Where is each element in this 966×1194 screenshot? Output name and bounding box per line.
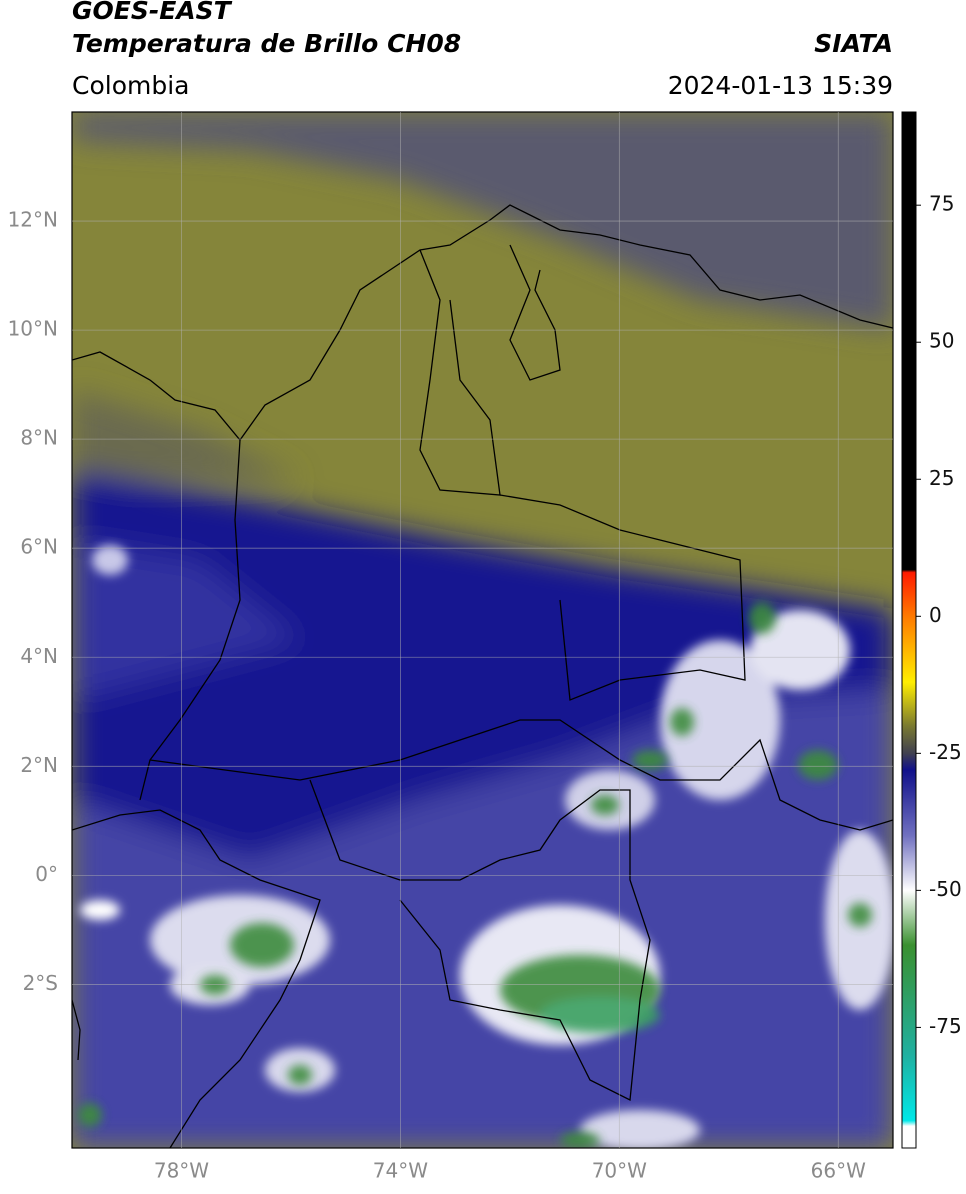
lat-tick-label: 2°S xyxy=(23,971,58,995)
colorbar-tick-label: 0 xyxy=(929,603,942,627)
colorbar-tick-label: 50 xyxy=(929,329,954,353)
lat-tick-label: 0° xyxy=(35,862,58,886)
colorbar-tick-label: -50 xyxy=(929,877,962,901)
lon-tick-label: 78°W xyxy=(154,1159,209,1183)
lat-tick-label: 12°N xyxy=(8,208,58,232)
lat-tick-label: 6°N xyxy=(20,535,58,559)
datetime: 2024-01-13 15:39 xyxy=(668,71,893,100)
region: Colombia xyxy=(72,71,189,100)
map-frame xyxy=(71,111,894,1149)
subtitle: Temperatura de Brillo CH08 xyxy=(72,29,461,58)
lat-tick-label: 4°N xyxy=(20,644,58,668)
satellite-image xyxy=(72,112,893,1148)
lat-tick-label: 2°N xyxy=(20,753,58,777)
colorbar xyxy=(901,111,917,1149)
lat-tick-label: 10°N xyxy=(8,317,58,341)
title: GOES-EAST xyxy=(72,0,233,25)
colorbar-tick-label: 25 xyxy=(929,466,954,490)
lon-tick-label: 66°W xyxy=(811,1159,866,1183)
colorbar-tick-label: -75 xyxy=(929,1014,962,1038)
coastlines xyxy=(72,204,893,1148)
lon-tick-label: 74°W xyxy=(373,1159,428,1183)
colorbar-tick-label: -25 xyxy=(929,740,962,764)
source: SIATA xyxy=(814,29,893,58)
colorbar-tick-label: 75 xyxy=(929,192,954,216)
lat-tick-label: 8°N xyxy=(20,426,58,450)
lon-tick-label: 70°W xyxy=(592,1159,647,1183)
